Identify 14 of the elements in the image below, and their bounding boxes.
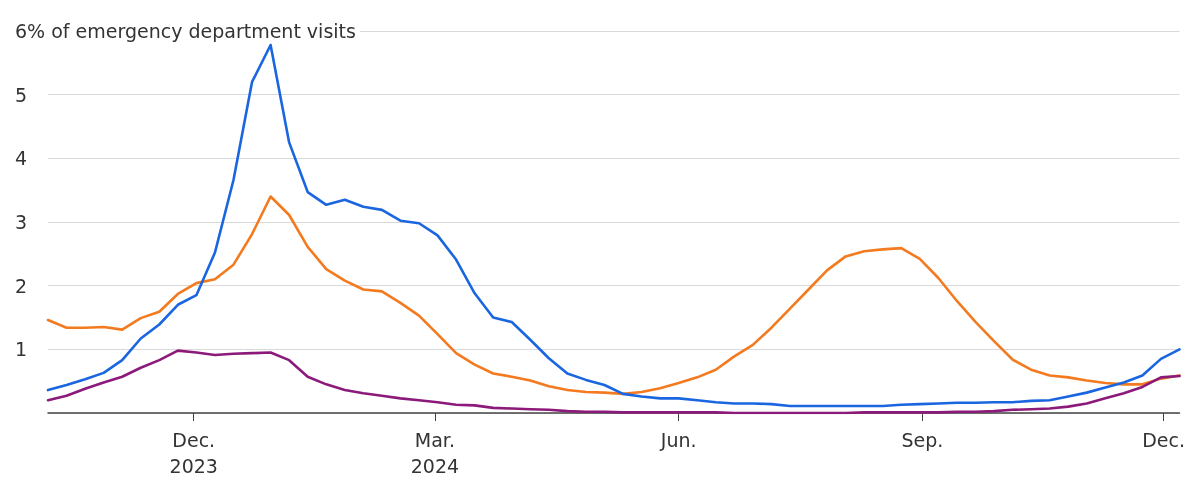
line-series [46,43,1181,408]
line-series [46,349,1181,415]
x-tick-label: Jun. [659,429,697,451]
line-series [46,195,1181,396]
x-tick-label: Sep. [901,429,944,451]
x-tick-label: Dec. [1142,429,1185,451]
x-tick-label: Mar. 2024 [410,429,460,477]
y-tick-label: 6% of emergency department visits [15,20,356,42]
x-tick-label: Dec. 2023 [169,429,218,477]
y-tick-label: 3 [15,211,28,233]
y-tick-label: 5 [15,83,28,106]
y-tick-label: 1 [15,338,28,361]
y-tick-label: 2 [15,274,28,297]
y-tick-label: 4 [15,147,28,170]
